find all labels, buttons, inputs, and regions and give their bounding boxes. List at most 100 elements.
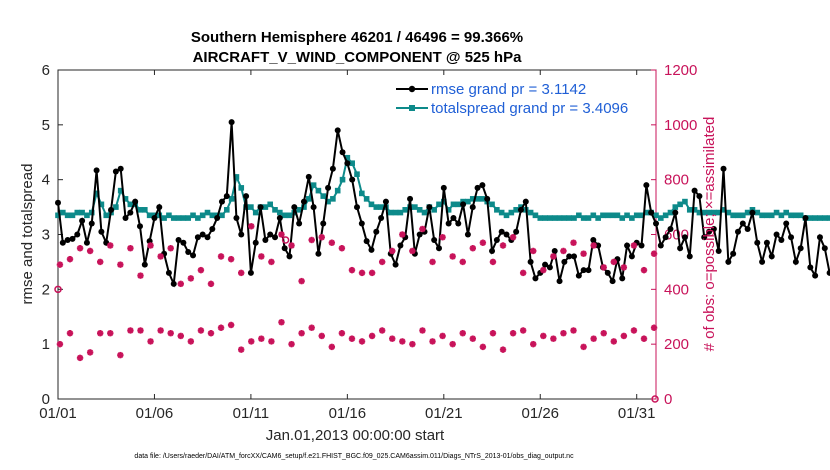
obs-star-stroke bbox=[77, 245, 84, 252]
obs-possible-point bbox=[54, 285, 62, 294]
obs-assimilated-high-point bbox=[560, 247, 567, 255]
rmse-point bbox=[744, 226, 751, 233]
totalspread-point bbox=[778, 212, 785, 219]
rmse-point bbox=[571, 253, 578, 260]
obs-assimilated-high-point bbox=[439, 234, 446, 241]
obs-assimilated-high-point bbox=[227, 255, 235, 263]
obs-star-stroke bbox=[520, 327, 527, 334]
rmse-point bbox=[440, 184, 447, 191]
rmse-point bbox=[595, 242, 602, 249]
chart-title-line1: Southern Hemisphere 46201 / 46496 = 99.3… bbox=[191, 29, 523, 46]
obs-assimilated-high-point bbox=[147, 242, 154, 249]
totalspread-point bbox=[199, 212, 206, 219]
obs-assimilated-low-point bbox=[580, 343, 587, 351]
obs-star-stroke bbox=[399, 338, 406, 345]
totalspread-point bbox=[759, 212, 765, 219]
totalspread-point bbox=[469, 196, 476, 202]
rmse-point bbox=[619, 275, 626, 282]
obs-assimilated-high-point bbox=[117, 261, 124, 268]
obs-star-stroke bbox=[248, 338, 255, 345]
rmse-point bbox=[734, 228, 741, 235]
totalspread-point bbox=[624, 212, 630, 219]
obs-assimilated-high-point bbox=[358, 269, 366, 277]
obs-assimilated-low-point bbox=[56, 340, 64, 348]
obs-star-stroke bbox=[409, 341, 416, 348]
obs-star-stroke bbox=[550, 335, 557, 342]
obs-star-stroke bbox=[218, 324, 225, 331]
rmse-point bbox=[281, 245, 288, 252]
obs-star-stroke bbox=[439, 332, 446, 339]
totalspread-point bbox=[590, 212, 597, 219]
totalspread-point bbox=[84, 212, 90, 219]
totalspread-point bbox=[730, 212, 736, 219]
rmse-point bbox=[783, 220, 790, 227]
obs-assimilated-low-point bbox=[86, 349, 94, 356]
totalspread-point bbox=[103, 212, 110, 219]
totalspread-point bbox=[373, 204, 380, 210]
totalspread-point bbox=[773, 209, 780, 216]
rmse-point bbox=[513, 228, 520, 235]
totalspread-point bbox=[397, 209, 404, 216]
totalspread-point bbox=[277, 209, 283, 216]
rmse-point bbox=[759, 258, 766, 265]
totalspread-point bbox=[807, 215, 814, 221]
obs-assimilated-low-point bbox=[610, 338, 617, 345]
obs-assimilated-low-point bbox=[217, 324, 225, 331]
obs-star-stroke bbox=[651, 324, 658, 331]
rmse-point bbox=[691, 187, 698, 194]
totalspread-point bbox=[272, 207, 278, 213]
totalspread-point bbox=[416, 207, 423, 213]
totalspread-point bbox=[614, 212, 621, 219]
totalspread-point bbox=[180, 215, 187, 221]
rmse-point bbox=[498, 228, 505, 235]
obs-star-stroke bbox=[419, 226, 426, 233]
obs-assimilated-high-point bbox=[610, 258, 617, 266]
rmse-point bbox=[754, 239, 761, 246]
y-right-tick-label: 0 bbox=[664, 391, 672, 408]
obs-assimilated-high-point bbox=[258, 253, 265, 260]
totalspread-point bbox=[677, 201, 683, 208]
x-tick-label: 01/26 bbox=[521, 405, 559, 422]
totalspread-point bbox=[503, 212, 510, 219]
totalspread-point bbox=[325, 198, 331, 205]
obs-star-stroke bbox=[409, 247, 416, 254]
rmse-point bbox=[739, 220, 746, 227]
totalspread-point bbox=[60, 209, 66, 216]
obs-assimilated-low-point bbox=[308, 324, 315, 331]
obs-star-stroke bbox=[419, 327, 426, 334]
totalspread-point bbox=[788, 212, 794, 219]
totalspread-point bbox=[653, 212, 659, 219]
obs-assimilated-high-point bbox=[348, 266, 356, 274]
obs-assimilated-high-point bbox=[338, 245, 346, 252]
rmse-point bbox=[546, 264, 553, 271]
totalspread-point bbox=[305, 196, 312, 202]
obs-star-stroke bbox=[560, 330, 567, 337]
rmse-point bbox=[378, 215, 385, 222]
obs-star-stroke bbox=[580, 250, 587, 257]
obs-assimilated-high-point bbox=[288, 242, 295, 249]
obs-assimilated-high-point bbox=[590, 242, 597, 249]
obs-star-stroke bbox=[640, 267, 648, 274]
totalspread-point bbox=[580, 215, 587, 221]
rmse-point bbox=[199, 231, 206, 238]
obs-assimilated-high-point bbox=[298, 277, 305, 285]
rmse-point bbox=[706, 228, 713, 235]
obs-assimilated-low-point bbox=[479, 343, 487, 351]
obs-star-stroke bbox=[157, 253, 164, 260]
obs-assimilated-low-point bbox=[76, 354, 84, 362]
totalspread-point bbox=[445, 207, 452, 213]
obs-assimilated-low-point bbox=[358, 338, 366, 345]
totalspread-point bbox=[392, 209, 399, 216]
obs-assimilated-high-point bbox=[86, 247, 94, 255]
rmse-point bbox=[561, 258, 568, 265]
obs-possible-point bbox=[281, 236, 290, 244]
totalspread-point bbox=[93, 190, 100, 197]
rmse-point bbox=[479, 182, 486, 189]
x-axis-label: Jan.01,2013 00:00:00 start bbox=[266, 427, 445, 444]
totalspread-point bbox=[344, 154, 351, 161]
totalspread-point bbox=[190, 212, 196, 219]
obs-assimilated-low-point bbox=[399, 338, 406, 345]
legend-label-totalspread: totalspread grand pr = 3.4096 bbox=[431, 100, 628, 117]
y-right-tick-label: 400 bbox=[664, 281, 689, 298]
totalspread-point bbox=[248, 204, 254, 210]
